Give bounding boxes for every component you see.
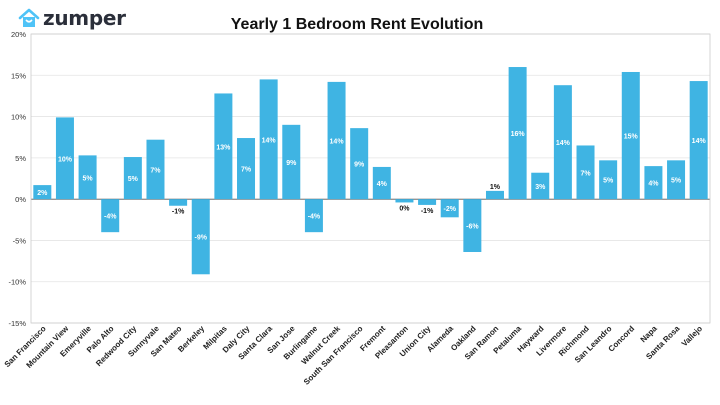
data-label: 1% (490, 184, 501, 191)
bar (169, 199, 188, 206)
y-tick-label: -15% (8, 319, 26, 328)
bar (463, 199, 482, 252)
bar (327, 81, 346, 200)
data-label: -4% (104, 214, 117, 221)
data-label: 3% (535, 184, 546, 191)
data-label: 16% (511, 131, 526, 138)
house-icon (18, 8, 40, 27)
data-label: 13% (216, 144, 231, 151)
bar (282, 124, 301, 200)
bar (553, 85, 572, 200)
bar (418, 199, 437, 205)
data-label: 7% (580, 170, 591, 177)
bar (599, 160, 618, 200)
bar (485, 190, 504, 200)
bar (531, 172, 550, 200)
data-label: 2% (37, 190, 48, 197)
data-label: 10% (58, 156, 73, 163)
x-tick-label: Napa (639, 324, 660, 345)
bar (259, 79, 278, 200)
zumper-logo[interactable]: zumper (18, 6, 126, 30)
data-label: 4% (648, 181, 659, 188)
bar (191, 199, 210, 275)
y-tick-label: -5% (13, 236, 27, 245)
data-label: 14% (556, 140, 571, 147)
data-label: 14% (330, 139, 345, 146)
y-tick-label: 5% (15, 154, 26, 163)
data-label: 15% (624, 134, 639, 141)
chart-title: Yearly 1 Bedroom Rent Evolution (230, 16, 484, 33)
bar (304, 199, 323, 233)
bar (576, 145, 595, 200)
x-tick-label: Vallejo (680, 324, 704, 348)
bar (214, 93, 233, 200)
bar (123, 157, 142, 200)
bar (146, 139, 165, 200)
data-label: 9% (354, 162, 365, 169)
y-tick-label: 0% (15, 195, 26, 204)
data-label: 14% (262, 137, 277, 144)
data-label: -4% (308, 214, 321, 221)
bar (78, 155, 97, 200)
bar (508, 67, 527, 200)
bar (55, 117, 74, 200)
y-tick-label: 15% (11, 71, 26, 80)
data-label: 7% (150, 167, 161, 174)
data-label: 5% (671, 178, 682, 185)
bar (689, 81, 708, 200)
data-label: 4% (377, 181, 388, 188)
plot-frame (30, 33, 711, 324)
data-label: 0% (399, 205, 410, 212)
data-label: -6% (466, 224, 479, 231)
bar (237, 138, 256, 200)
data-label: -1% (421, 208, 434, 215)
data-label: -1% (172, 209, 185, 216)
data-label: 7% (241, 167, 252, 174)
bar (621, 71, 640, 200)
data-label: 5% (83, 175, 94, 182)
brand-name: zumper (43, 6, 126, 30)
data-label: 5% (603, 178, 614, 185)
bar (350, 128, 369, 200)
bar (395, 199, 414, 203)
bar (33, 185, 52, 200)
data-label: 14% (692, 138, 707, 145)
data-label: 9% (286, 160, 297, 167)
y-tick-label: 20% (11, 30, 26, 39)
y-tick-label: -10% (8, 278, 26, 287)
bar (440, 199, 459, 218)
bar (667, 160, 686, 200)
data-label: -9% (195, 235, 208, 242)
y-tick-label: 10% (11, 113, 26, 122)
data-label: 5% (128, 176, 139, 183)
bar (101, 199, 120, 233)
bar (372, 166, 391, 200)
bar (644, 166, 663, 200)
data-label: -2% (443, 206, 456, 213)
